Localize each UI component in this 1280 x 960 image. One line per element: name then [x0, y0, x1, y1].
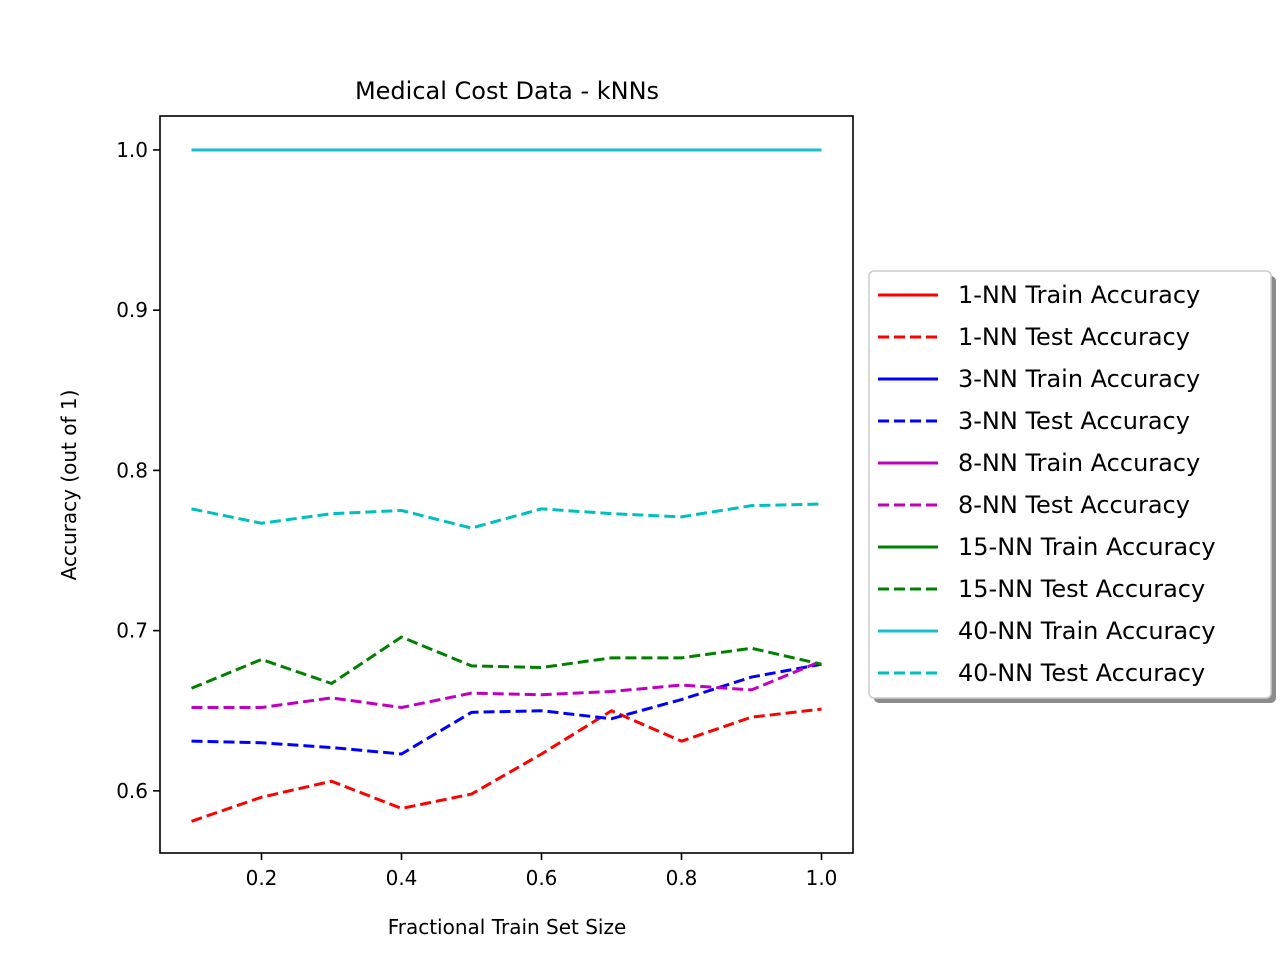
x-axis-label: Fractional Train Set Size — [388, 915, 627, 939]
legend-label: 3-NN Train Accuracy — [958, 365, 1200, 393]
legend-label: 8-NN Train Accuracy — [958, 449, 1200, 477]
plot-lines — [190, 148, 823, 823]
series-line-4 — [191, 662, 822, 756]
legend-label: 15-NN Train Accuracy — [958, 533, 1216, 561]
x-tick-label: 0.4 — [386, 866, 418, 890]
legend-label: 3-NN Test Accuracy — [958, 407, 1190, 435]
x-tick-label: 0.6 — [526, 866, 558, 890]
legend-box — [868, 270, 1272, 699]
legend-label: 8-NN Test Accuracy — [958, 491, 1190, 519]
y-axis: 0.6 0.7 0.8 0.9 1.0 — [116, 138, 160, 803]
series-line-8 — [190, 635, 822, 690]
series-line-6 — [191, 659, 823, 710]
y-tick-label: 0.9 — [116, 298, 148, 322]
x-axis: 0.2 0.4 0.6 0.8 1.0 — [246, 853, 838, 890]
series-line-10 — [191, 502, 822, 530]
legend-label: 40-NN Test Accuracy — [958, 659, 1205, 687]
y-tick-label: 1.0 — [116, 138, 148, 162]
x-tick-label: 0.2 — [246, 866, 278, 890]
x-tick-label: 0.8 — [666, 866, 698, 890]
legend: 1-NN Train Accuracy 1-NN Test Accuracy 3-N… — [868, 270, 1276, 703]
y-tick-label: 0.7 — [116, 619, 148, 643]
x-tick-label: 1.0 — [806, 866, 838, 890]
plot-frame — [159, 115, 854, 854]
chart-title: Medical Cost Data - kNNs — [355, 77, 659, 105]
legend-label: 15-NN Test Accuracy — [958, 575, 1205, 603]
series-line-2 — [191, 707, 822, 823]
y-tick-label: 0.8 — [116, 458, 148, 482]
legend-label: 1-NN Test Accuracy — [958, 323, 1190, 351]
y-tick-label: 0.6 — [116, 779, 148, 803]
legend-label: 1-NN Train Accuracy — [958, 281, 1200, 309]
legend-label: 40-NN Train Accuracy — [958, 617, 1216, 645]
y-axis-label: Accuracy (out of 1) — [57, 390, 81, 581]
